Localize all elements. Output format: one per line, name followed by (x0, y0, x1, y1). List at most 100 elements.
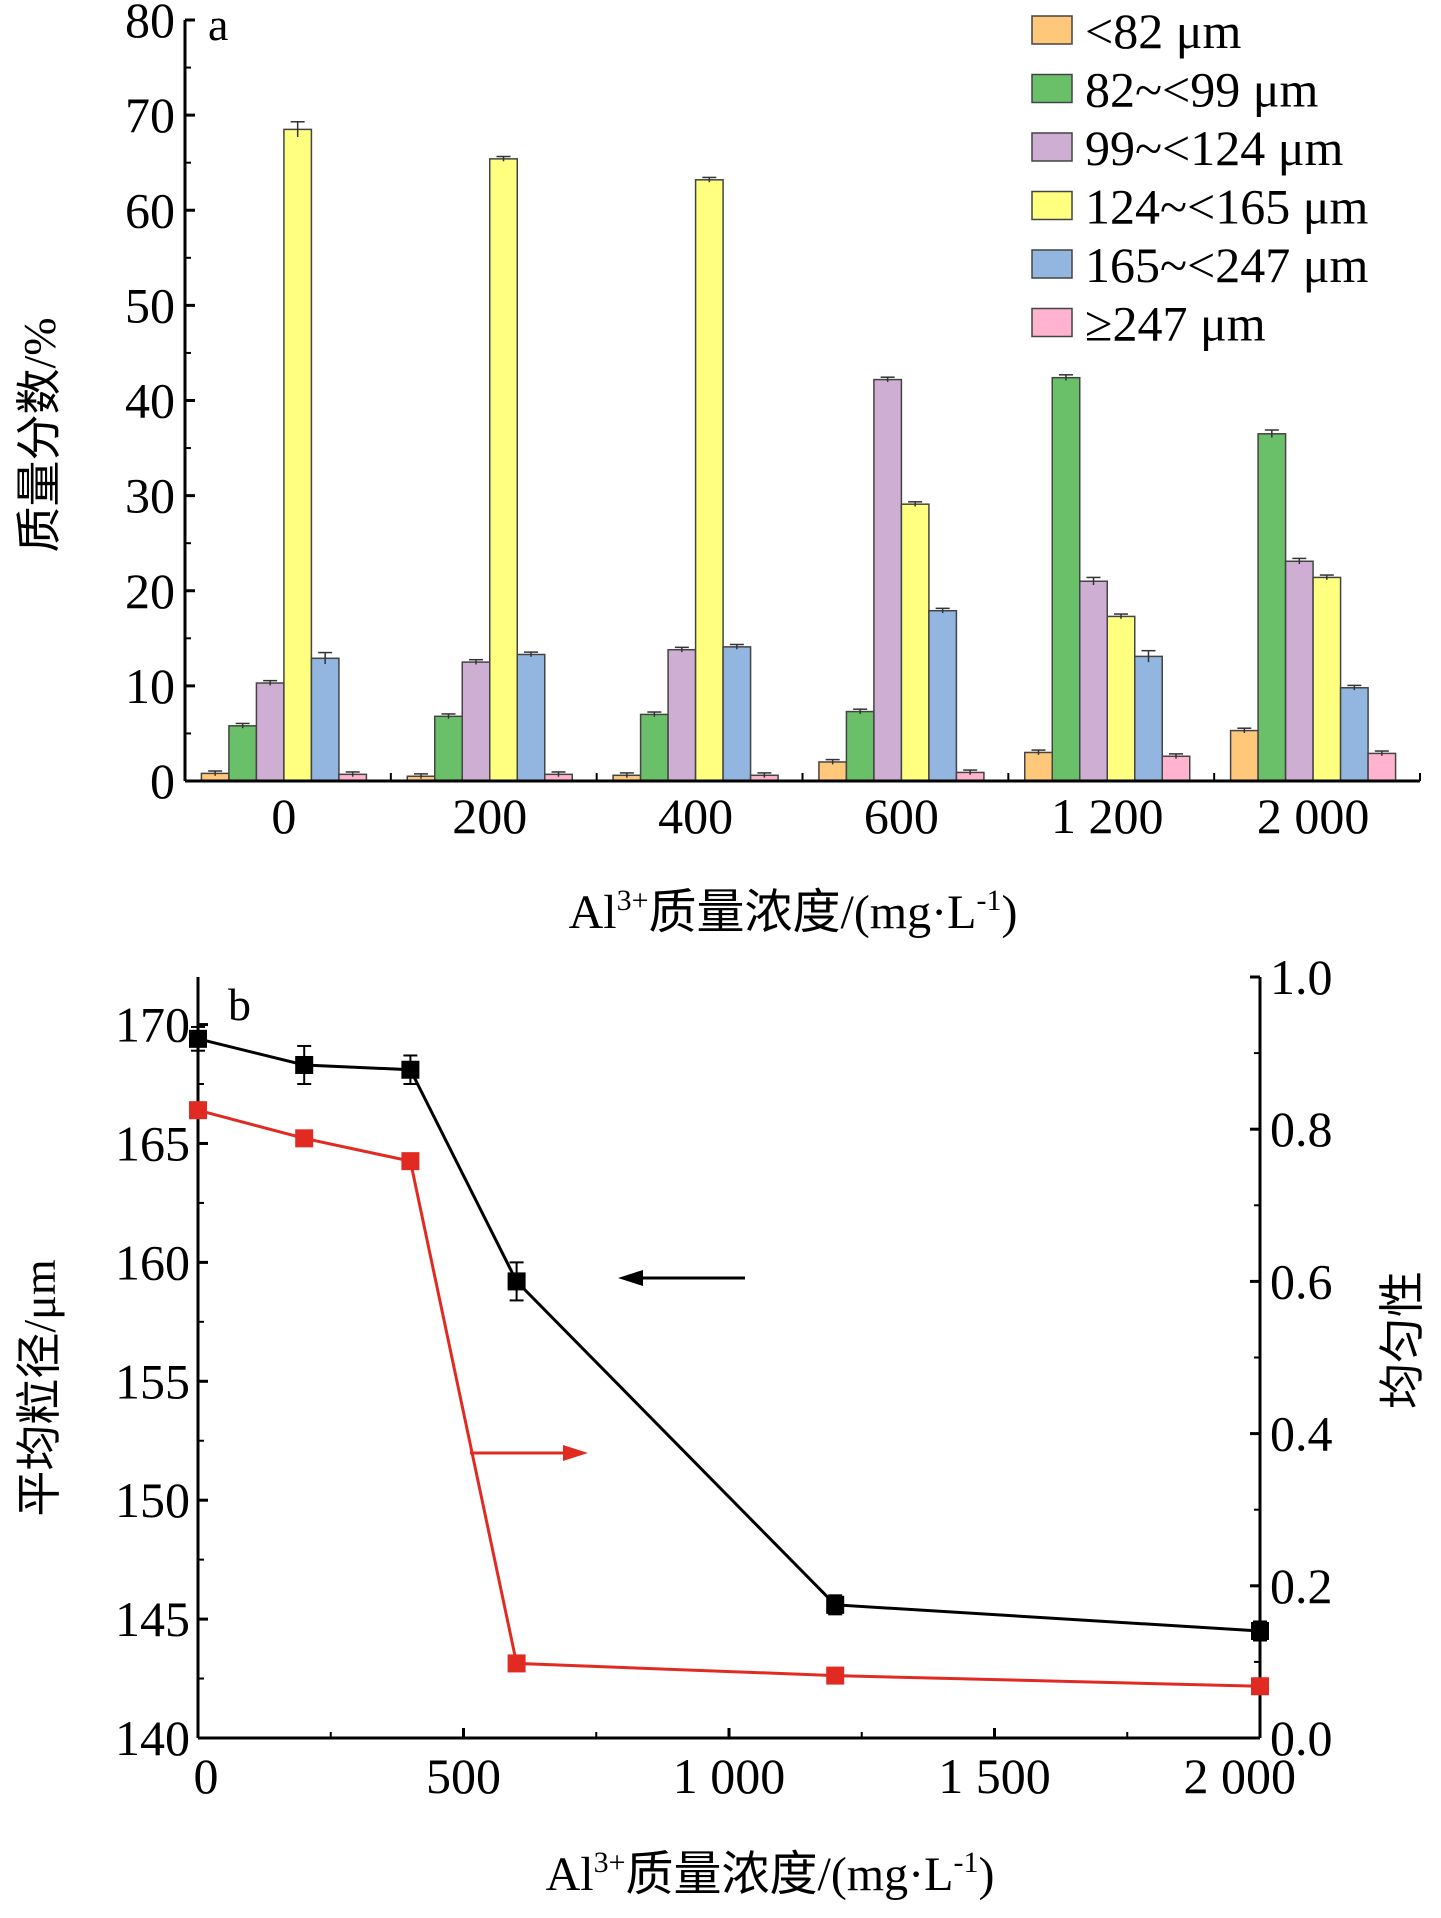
panel-a-legend-swatch (1031, 190, 1073, 221)
panel-b-x-tick-label: 1 500 (938, 1748, 1051, 1804)
panel-b-left-axis-arrow-head (618, 1270, 643, 1286)
panel-b-mean-size-marker (189, 1029, 207, 1048)
panel-b: b 140 145 150 155 160 165 170 0.0 0.2 0.4 0.6 0.8 1… (14, 949, 1428, 1901)
panel-b-xlabel-sup: 3+ (594, 1846, 626, 1879)
panel-a-axes (183, 18, 1421, 783)
panel-b-mean-size-marker (826, 1595, 845, 1614)
panel-a-x-tick-label: 2 000 (1257, 788, 1370, 844)
panel-b-right-y-tick-label: 0.8 (1270, 1101, 1333, 1157)
panel-a-x-tick-label: 200 (452, 788, 527, 844)
panel-b-series (189, 1025, 1269, 1696)
panel-b-uniformity-line (197, 1108, 1261, 1688)
panel-a-bar (1284, 560, 1314, 782)
panel-a-bar (1051, 376, 1081, 782)
panel-b-right-y-tick-label: 0.4 (1270, 1406, 1333, 1462)
panel-b-xlabel-sup2: -1 (953, 1846, 978, 1879)
panel-b-uniformity-marker (1251, 1677, 1269, 1696)
panel-b-left-y-tick-label: 165 (115, 1115, 190, 1171)
panel-b-x-axis-label: Al3+质量浓度/(mg·L-1) (546, 1846, 995, 1901)
panel-a-y-axis-label: 质量分数/% (14, 317, 65, 552)
panel-a-bar (722, 646, 752, 782)
panel-a-bar (1079, 580, 1108, 782)
panel-a-legend-label: 82~<99 μm (1085, 62, 1319, 118)
panel-a-bar (434, 715, 463, 782)
panel-b-left-y-axis-label: 平均粒径/μm (14, 1259, 65, 1516)
panel-a-xlabel-sup2: -1 (976, 884, 1001, 917)
panel-a-bar (818, 761, 848, 782)
panel-a-xlabel-sup: 3+ (617, 884, 649, 917)
panel-a-x-tick-label: 400 (658, 788, 733, 844)
panel-a-bar (667, 648, 697, 782)
panel-a-bar (873, 378, 903, 782)
panel-a-bar (900, 503, 930, 782)
panel-b-uniformity-marker (401, 1152, 420, 1171)
panel-b-left-y-tick-label: 170 (115, 997, 190, 1053)
panel-a: a 0 10 20 30 40 50 60 70 80 0 200 400 600 1 200 2 000… (14, 0, 1421, 939)
panel-b-right-axis-arrow-head (563, 1445, 588, 1461)
panel-a-bar (283, 128, 313, 782)
panel-a-bar (845, 710, 875, 782)
panel-a-bar (1024, 751, 1053, 782)
panel-b-mean-size-line (197, 1037, 1261, 1633)
panel-a-legend-label: ≥247 μm (1085, 296, 1266, 352)
panel-b-x-tick-label: 1 000 (673, 1748, 786, 1804)
panel-a-bars (200, 121, 1397, 782)
panel-a-legend-swatch (1031, 73, 1073, 104)
panel-b-uniformity-marker (507, 1654, 526, 1673)
panel-a-y-tick-labels: 0 10 20 30 40 50 60 70 80 (125, 0, 175, 809)
panel-a-label: a (208, 0, 228, 50)
panel-b-left-y-tick-label: 145 (115, 1591, 190, 1647)
panel-a-bar (489, 158, 518, 782)
panel-a-y-tick-label: 60 (125, 182, 175, 238)
panel-a-y-tick-label: 40 (125, 373, 175, 429)
panel-b-left-y-tick-label: 155 (115, 1353, 190, 1409)
panel-b-xlabel-rest: 质量浓度/(mg·L (625, 1848, 953, 1901)
panel-a-x-tick-label: 0 (271, 788, 296, 844)
panel-b-xlabel-main: Al (546, 1848, 594, 1901)
panel-a-bar (1367, 752, 1397, 782)
panel-a-legend-swatch (1031, 249, 1073, 279)
panel-a-x-tick-labels: 0 200 400 600 1 200 2 000 (271, 788, 1369, 844)
panel-b-left-y-tick-label: 140 (115, 1710, 190, 1766)
panel-a-xlabel-rest: 质量浓度/(mg·L (648, 886, 976, 939)
panel-b-right-y-tick-label: 0.0 (1270, 1710, 1333, 1766)
panel-a-y-tick-label: 80 (125, 0, 175, 48)
panel-a-bar (310, 657, 340, 782)
panel-a-bar (1229, 729, 1259, 782)
panel-b-uniformity-marker (295, 1129, 314, 1148)
panel-a-xlabel-main: Al (569, 886, 617, 939)
panel-b-left-y-tick-labels: 140 145 150 155 160 165 170 (115, 997, 190, 1766)
panel-b-axis-arrows (470, 1270, 745, 1461)
panel-a-bar (1134, 655, 1163, 782)
panel-a-legend-label: 165~<247 μm (1085, 237, 1369, 293)
panel-a-bar (1257, 433, 1287, 782)
panel-b-mean-size-marker (1251, 1621, 1269, 1640)
panel-a-x-tick-label: 600 (864, 788, 939, 844)
panel-b-mean-size-marker (507, 1272, 526, 1291)
panel-a-legend-swatch (1031, 132, 1073, 162)
panel-b-right-y-tick-labels: 0.0 0.2 0.4 0.6 0.8 1.0 (1270, 949, 1333, 1766)
panel-b-axes (196, 975, 1262, 1740)
panel-b-mean-size-marker (401, 1060, 420, 1079)
panel-a-bar (1312, 576, 1342, 782)
panel-a-x-axis-label: Al3+质量浓度/(mg·L-1) (569, 884, 1018, 939)
panel-b-uniformity-marker (189, 1101, 207, 1120)
panel-a-y-tick-label: 0 (150, 753, 175, 809)
panel-a-legend-label: <82 μm (1085, 3, 1242, 59)
panel-b-x-tick-label: 0 (194, 1748, 219, 1804)
panel-a-bar (228, 725, 258, 782)
panel-a-x-tick-label: 1 200 (1051, 788, 1164, 844)
panel-a-bar (1106, 615, 1136, 782)
panel-b-right-y-tick-label: 0.6 (1270, 1253, 1333, 1309)
panel-b-x-tick-label: 2 000 (1184, 1748, 1297, 1804)
panel-a-legend-swatch (1031, 15, 1073, 45)
panel-a-legend-label: 99~<124 μm (1085, 120, 1344, 176)
panel-a-bar (461, 661, 491, 782)
panel-b-right-y-axis-label: 均匀性 (1377, 1271, 1428, 1409)
panel-a-y-tick-label: 50 (125, 277, 175, 333)
panel-a-y-tick-label: 30 (125, 468, 175, 524)
panel-b-label: b (228, 979, 251, 1030)
